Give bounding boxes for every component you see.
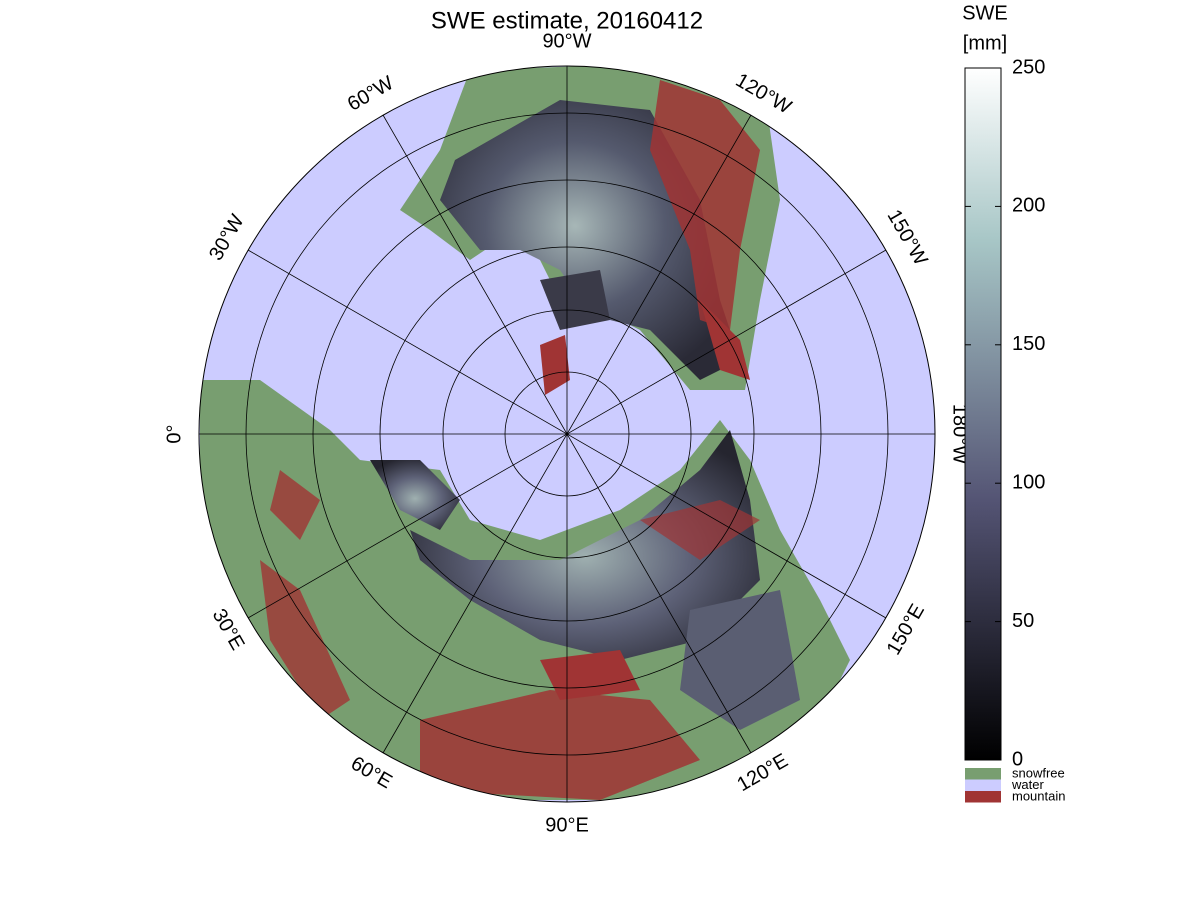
legend-label: mountain: [1012, 788, 1065, 803]
colorbar-tick-label: 150: [1012, 333, 1045, 355]
colorbar-ticks: 0 50 100 150 200 250: [965, 56, 1045, 770]
colorbar-tick-label: 100: [1012, 471, 1045, 493]
longitude-label: 0°: [163, 424, 185, 443]
longitude-label: 90°E: [545, 814, 589, 836]
legend-swatch: [965, 768, 1001, 780]
longitude-label: 30°W: [205, 211, 249, 265]
colorbar: [964, 67, 1002, 761]
colorbar-tick-label: 0: [1012, 748, 1023, 770]
longitude-label: 60°E: [347, 752, 396, 793]
colorbar-tick-label: 250: [1012, 56, 1045, 78]
colorbar-title: [mm]: [963, 32, 1007, 54]
colorbar-title: SWE: [962, 2, 1008, 24]
colorbar-tick-label: 200: [1012, 195, 1045, 217]
legend-swatch: [965, 791, 1001, 803]
map-disk: [199, 66, 935, 802]
legend-label: water: [1011, 777, 1044, 792]
longitude-label: 60°W: [344, 72, 398, 116]
map-title: SWE estimate, 20160412: [431, 7, 703, 34]
longitude-label: 90°W: [542, 30, 591, 52]
longitude-label: 30°E: [208, 605, 249, 654]
legend-label: snowfree: [1012, 765, 1065, 780]
legend-swatch: [965, 779, 1001, 791]
colorbar-tick-label: 50: [1012, 610, 1034, 632]
